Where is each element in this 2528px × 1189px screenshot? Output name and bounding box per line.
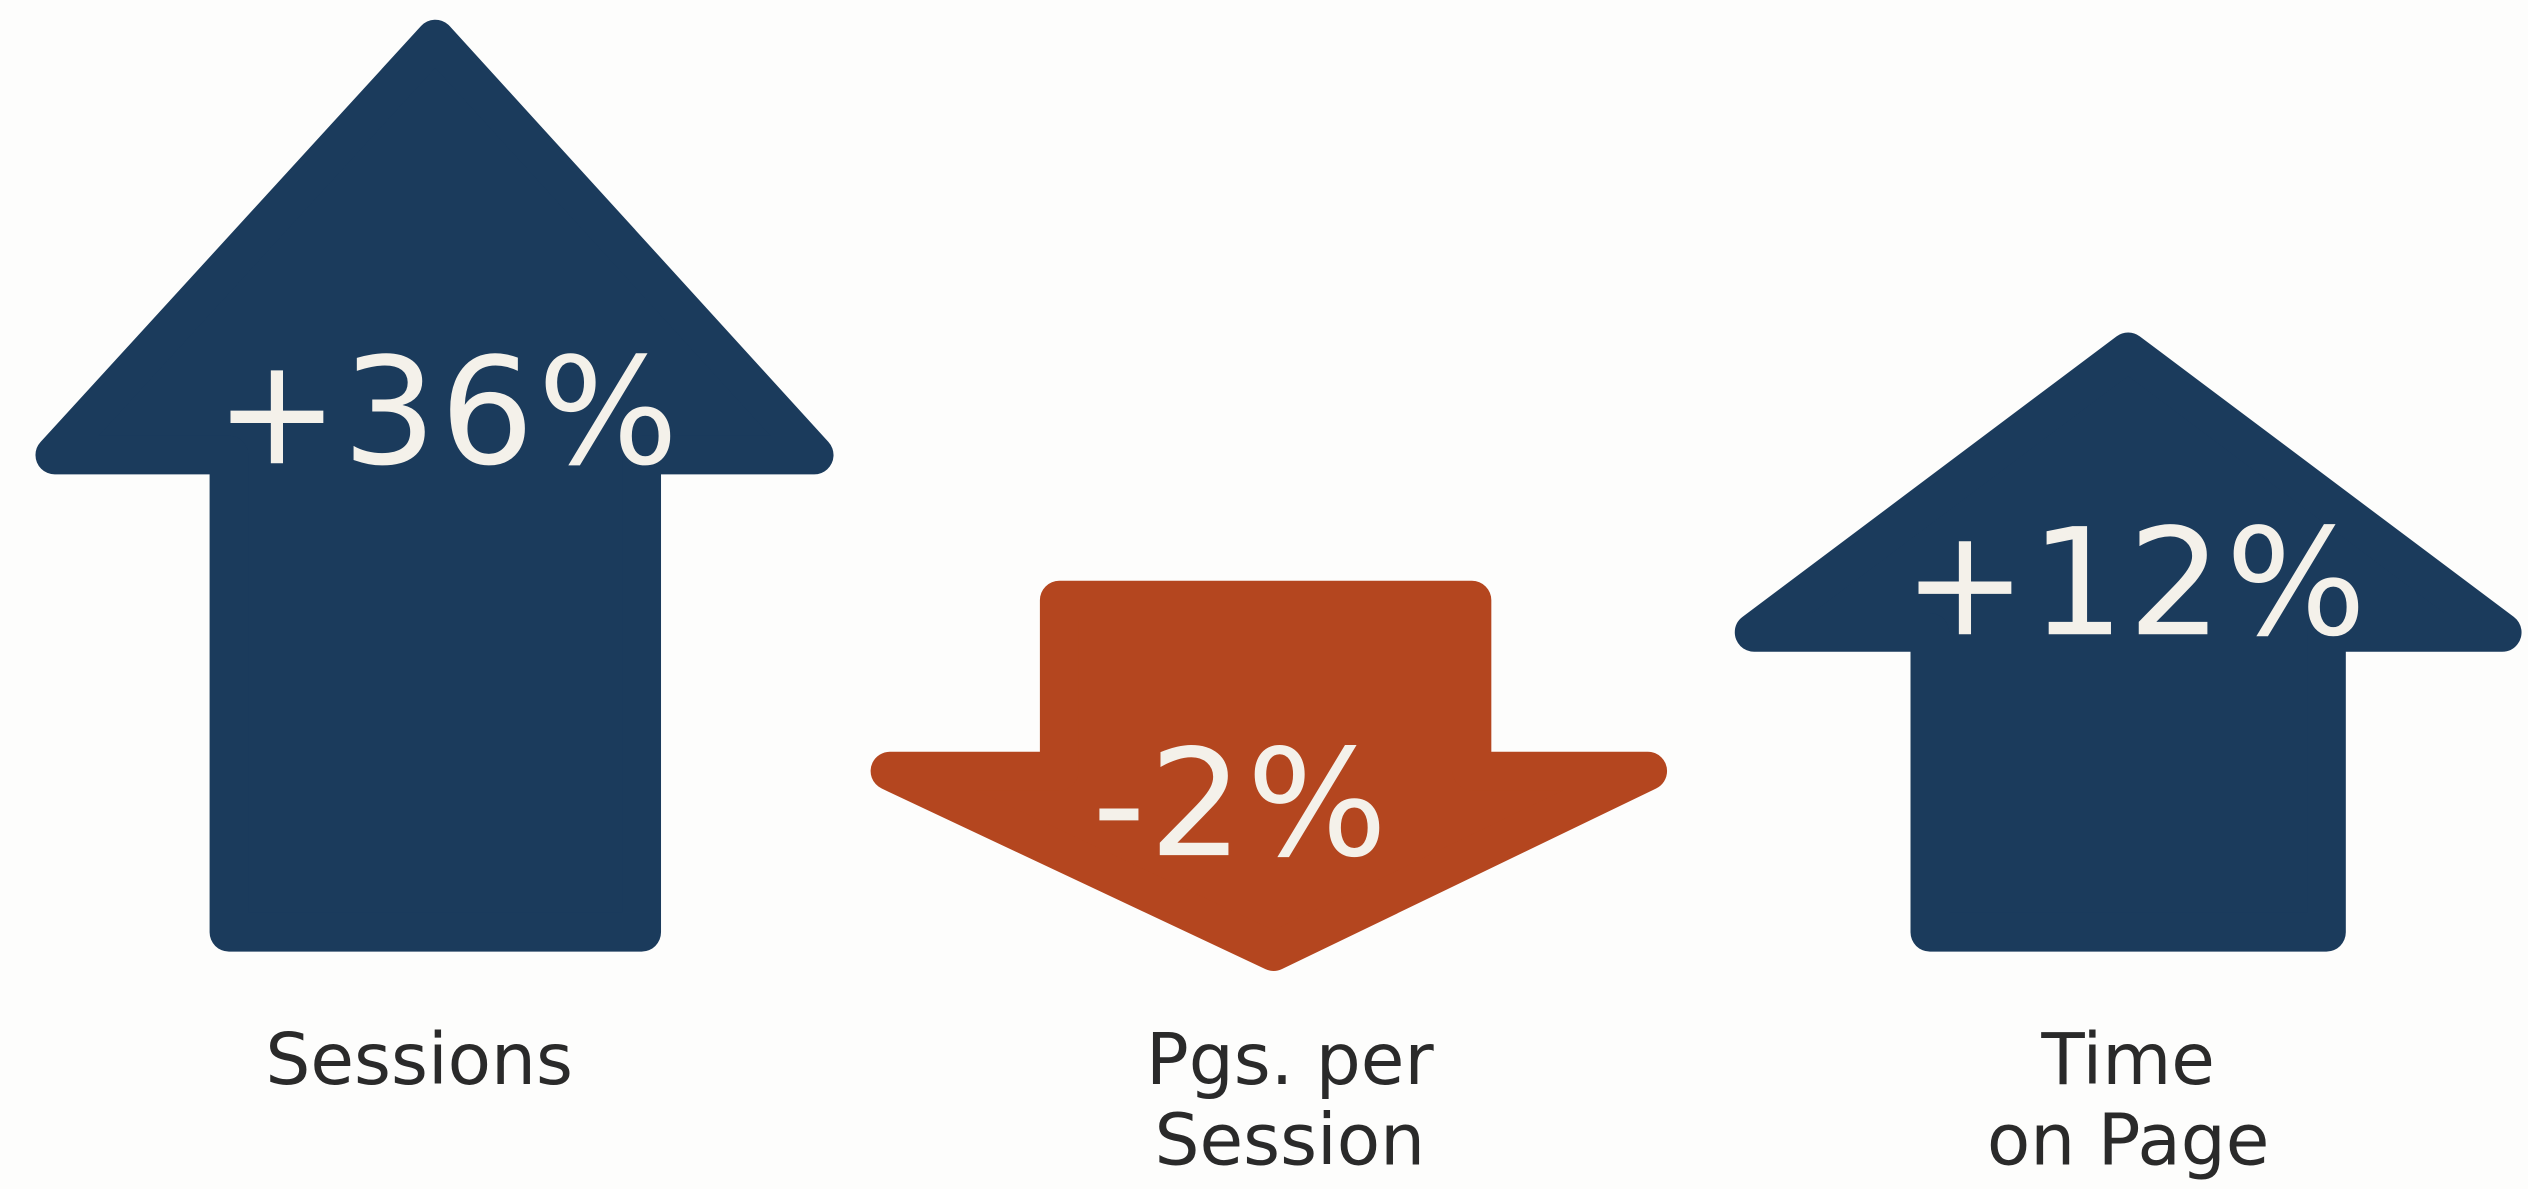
change-value: +12% bbox=[1903, 496, 2370, 669]
metric-label: Session bbox=[1154, 1099, 1425, 1182]
metric-label: Sessions bbox=[265, 1018, 573, 1101]
up-arrow bbox=[35, 19, 834, 952]
metric-label: Time bbox=[2040, 1018, 2215, 1101]
down-arrow bbox=[870, 580, 1668, 971]
up-arrow bbox=[1734, 332, 2522, 952]
metric-label: Pgs. per bbox=[1146, 1018, 1434, 1101]
change-value: +36% bbox=[215, 325, 682, 498]
change-value: -2% bbox=[1092, 717, 1390, 890]
metric-label: on Page bbox=[1987, 1099, 2270, 1182]
